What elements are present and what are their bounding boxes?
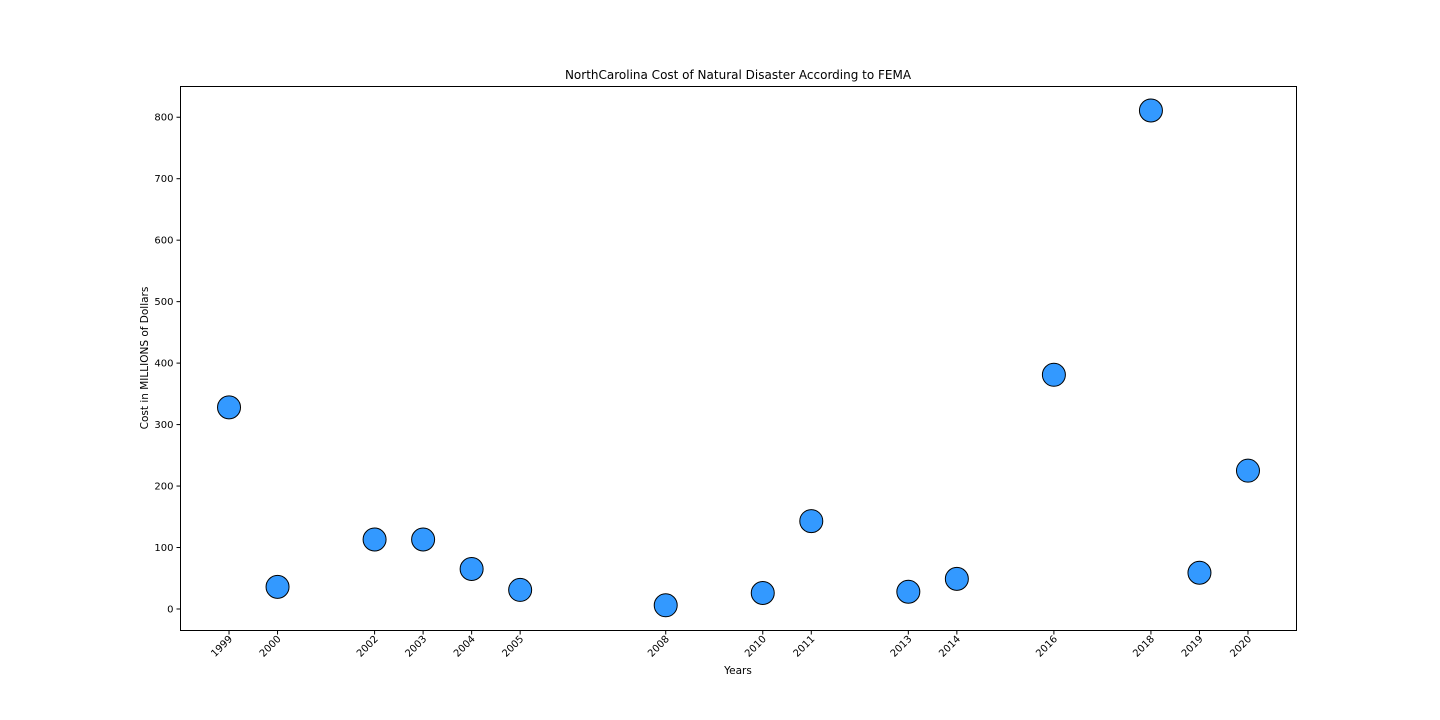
- data-point: [750, 581, 775, 606]
- y-axis-label: Cost in MILLIONS of Dollars: [139, 287, 151, 430]
- y-tick-label: 400: [154, 359, 173, 370]
- data-point: [508, 577, 533, 602]
- data-point: [265, 574, 290, 599]
- data-point: [411, 527, 436, 552]
- data-point: [1235, 458, 1260, 483]
- data-point: [799, 509, 824, 534]
- y-tick-label: 600: [154, 236, 173, 247]
- y-tick-label: 200: [154, 482, 173, 493]
- data-points: [217, 98, 1260, 618]
- data-point: [1138, 98, 1163, 123]
- y-tick-label: 300: [154, 420, 173, 431]
- data-point: [944, 566, 969, 591]
- y-axis: 0 100 200 300 400 500 600 700 800: [154, 113, 181, 615]
- y-tick-label: 100: [154, 543, 173, 554]
- data-point: [459, 557, 484, 582]
- plot-area-frame: [180, 86, 1297, 631]
- data-point: [896, 579, 921, 604]
- y-tick-label: 800: [154, 113, 173, 124]
- x-axis-label: Years: [723, 665, 752, 677]
- y-tick-label: 0: [167, 604, 173, 615]
- y-tick-label: 500: [154, 297, 173, 308]
- data-point: [217, 395, 242, 420]
- data-point: [362, 527, 387, 552]
- data-point: [1187, 560, 1212, 585]
- y-tick-label: 700: [154, 174, 173, 185]
- data-point: [1041, 362, 1066, 387]
- chart-title: NorthCarolina Cost of Natural Disaster A…: [565, 68, 912, 82]
- data-point: [653, 593, 678, 618]
